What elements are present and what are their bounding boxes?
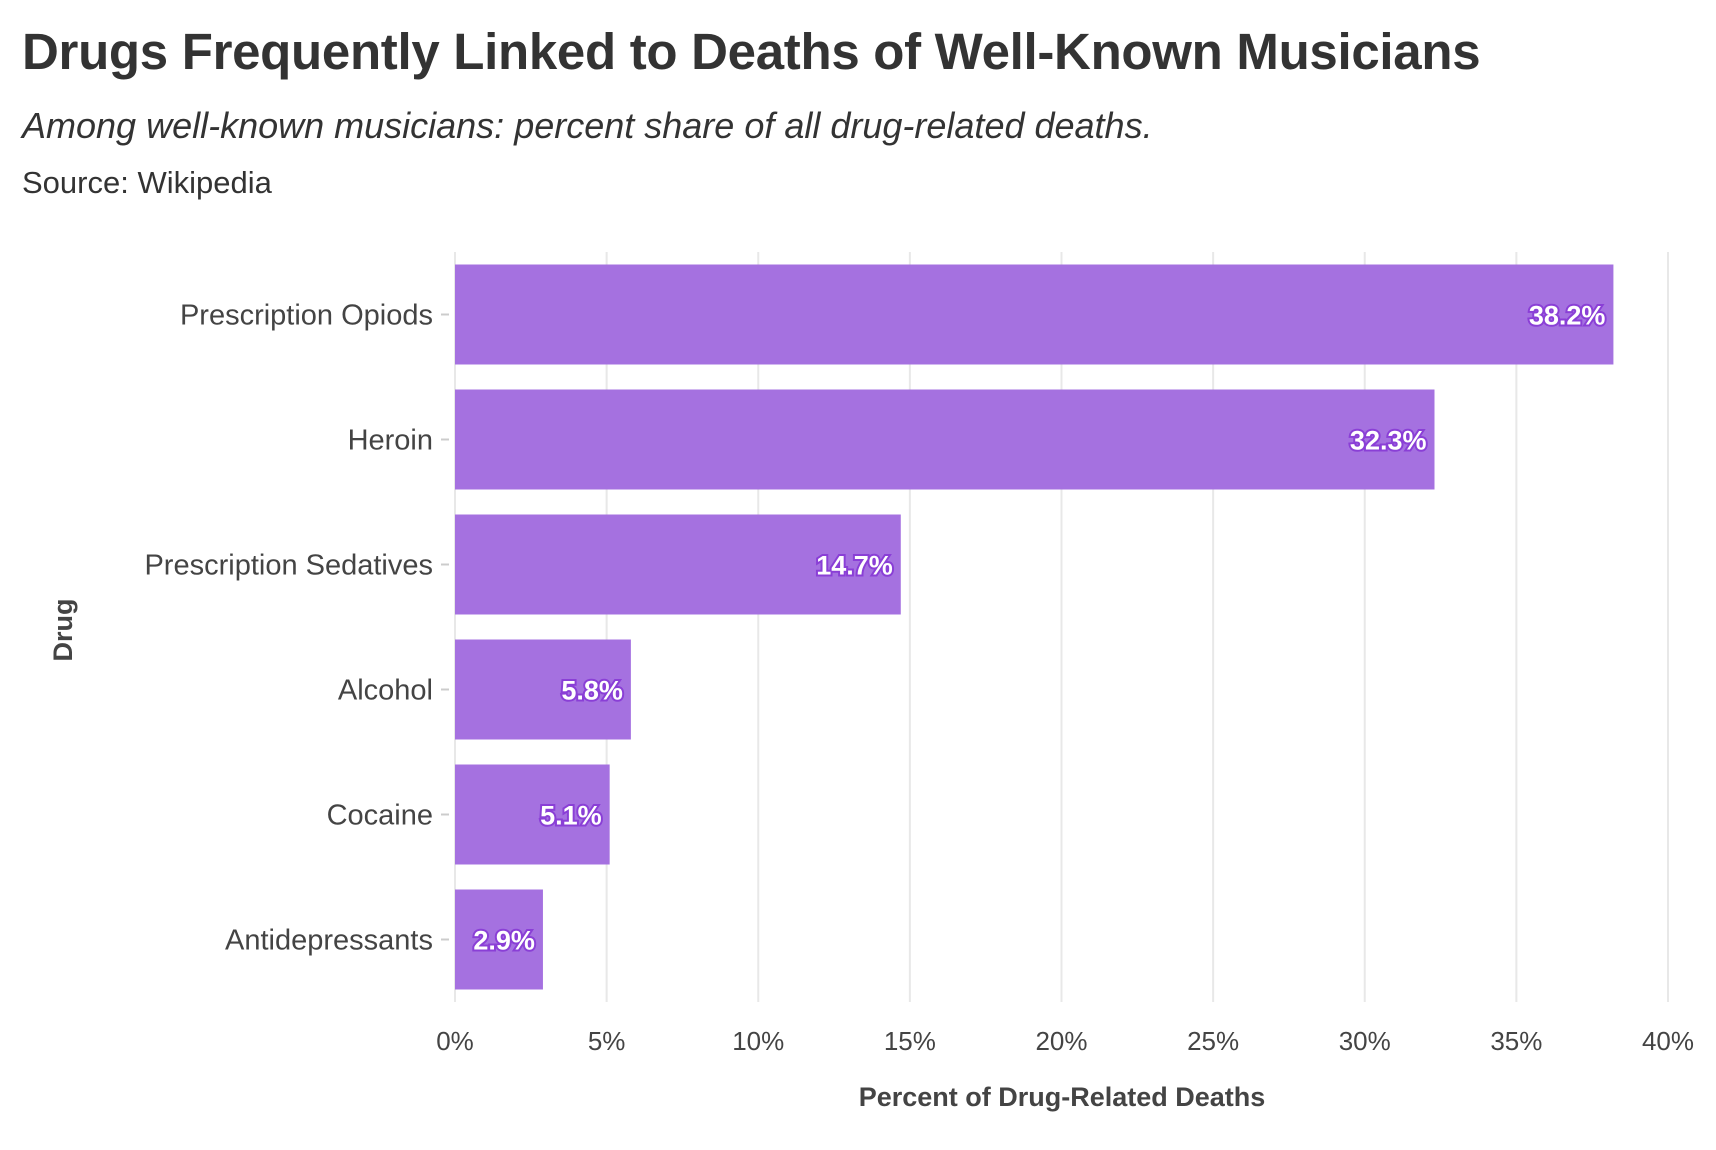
x-tick-label: 0% [436,1026,474,1056]
bars [455,264,1614,990]
x-tick-label: 15% [884,1026,936,1056]
category-label: Alcohol [338,675,433,707]
data-label: 5.1% [540,801,602,831]
data-label: 38.2% [1529,301,1606,331]
x-tick-labels: 0% 5% 10% 15% 20% 25% 30% 35% 40% [436,1026,1694,1056]
data-label: 2.9% [473,926,535,956]
x-tick-label: 35% [1490,1026,1542,1056]
y-axis-title: Drug [48,599,78,662]
category-label: Prescription Opiods [180,300,433,332]
data-label: 5.8% [561,676,623,706]
x-tick-label: 30% [1339,1026,1391,1056]
data-label: 32.3% [1350,426,1427,456]
chart-subtitle: Among well-known musicians: percent shar… [22,105,1153,146]
x-tick-label: 20% [1035,1026,1087,1056]
category-label: Heroin [348,425,433,457]
category-label: Cocaine [327,800,433,832]
category-label: Prescription Sedatives [144,550,433,582]
category-label: Antidepressants [225,925,433,957]
bar [455,514,901,615]
data-labels: 38.2% 32.3% 14.7% 5.8% 5.1% 2.9% [471,299,1607,958]
bar [455,389,1435,490]
bar [455,889,543,990]
x-tick-label: 40% [1642,1026,1694,1056]
bar [455,264,1614,365]
x-tick-label: 25% [1187,1026,1239,1056]
bar [455,764,610,865]
x-tick-label: 5% [588,1026,626,1056]
bar [455,639,631,740]
data-label: 14.7% [816,551,893,581]
chart-source: Source: Wikipedia [22,165,272,200]
chart-title: Drugs Frequently Linked to Deaths of Wel… [22,23,1481,80]
x-axis-title: Percent of Drug-Related Deaths [859,1082,1266,1112]
x-tick-label: 10% [732,1026,784,1056]
category-labels: Prescription Opiods Heroin Prescription Se… [144,300,449,957]
gridlines [454,252,1669,1002]
